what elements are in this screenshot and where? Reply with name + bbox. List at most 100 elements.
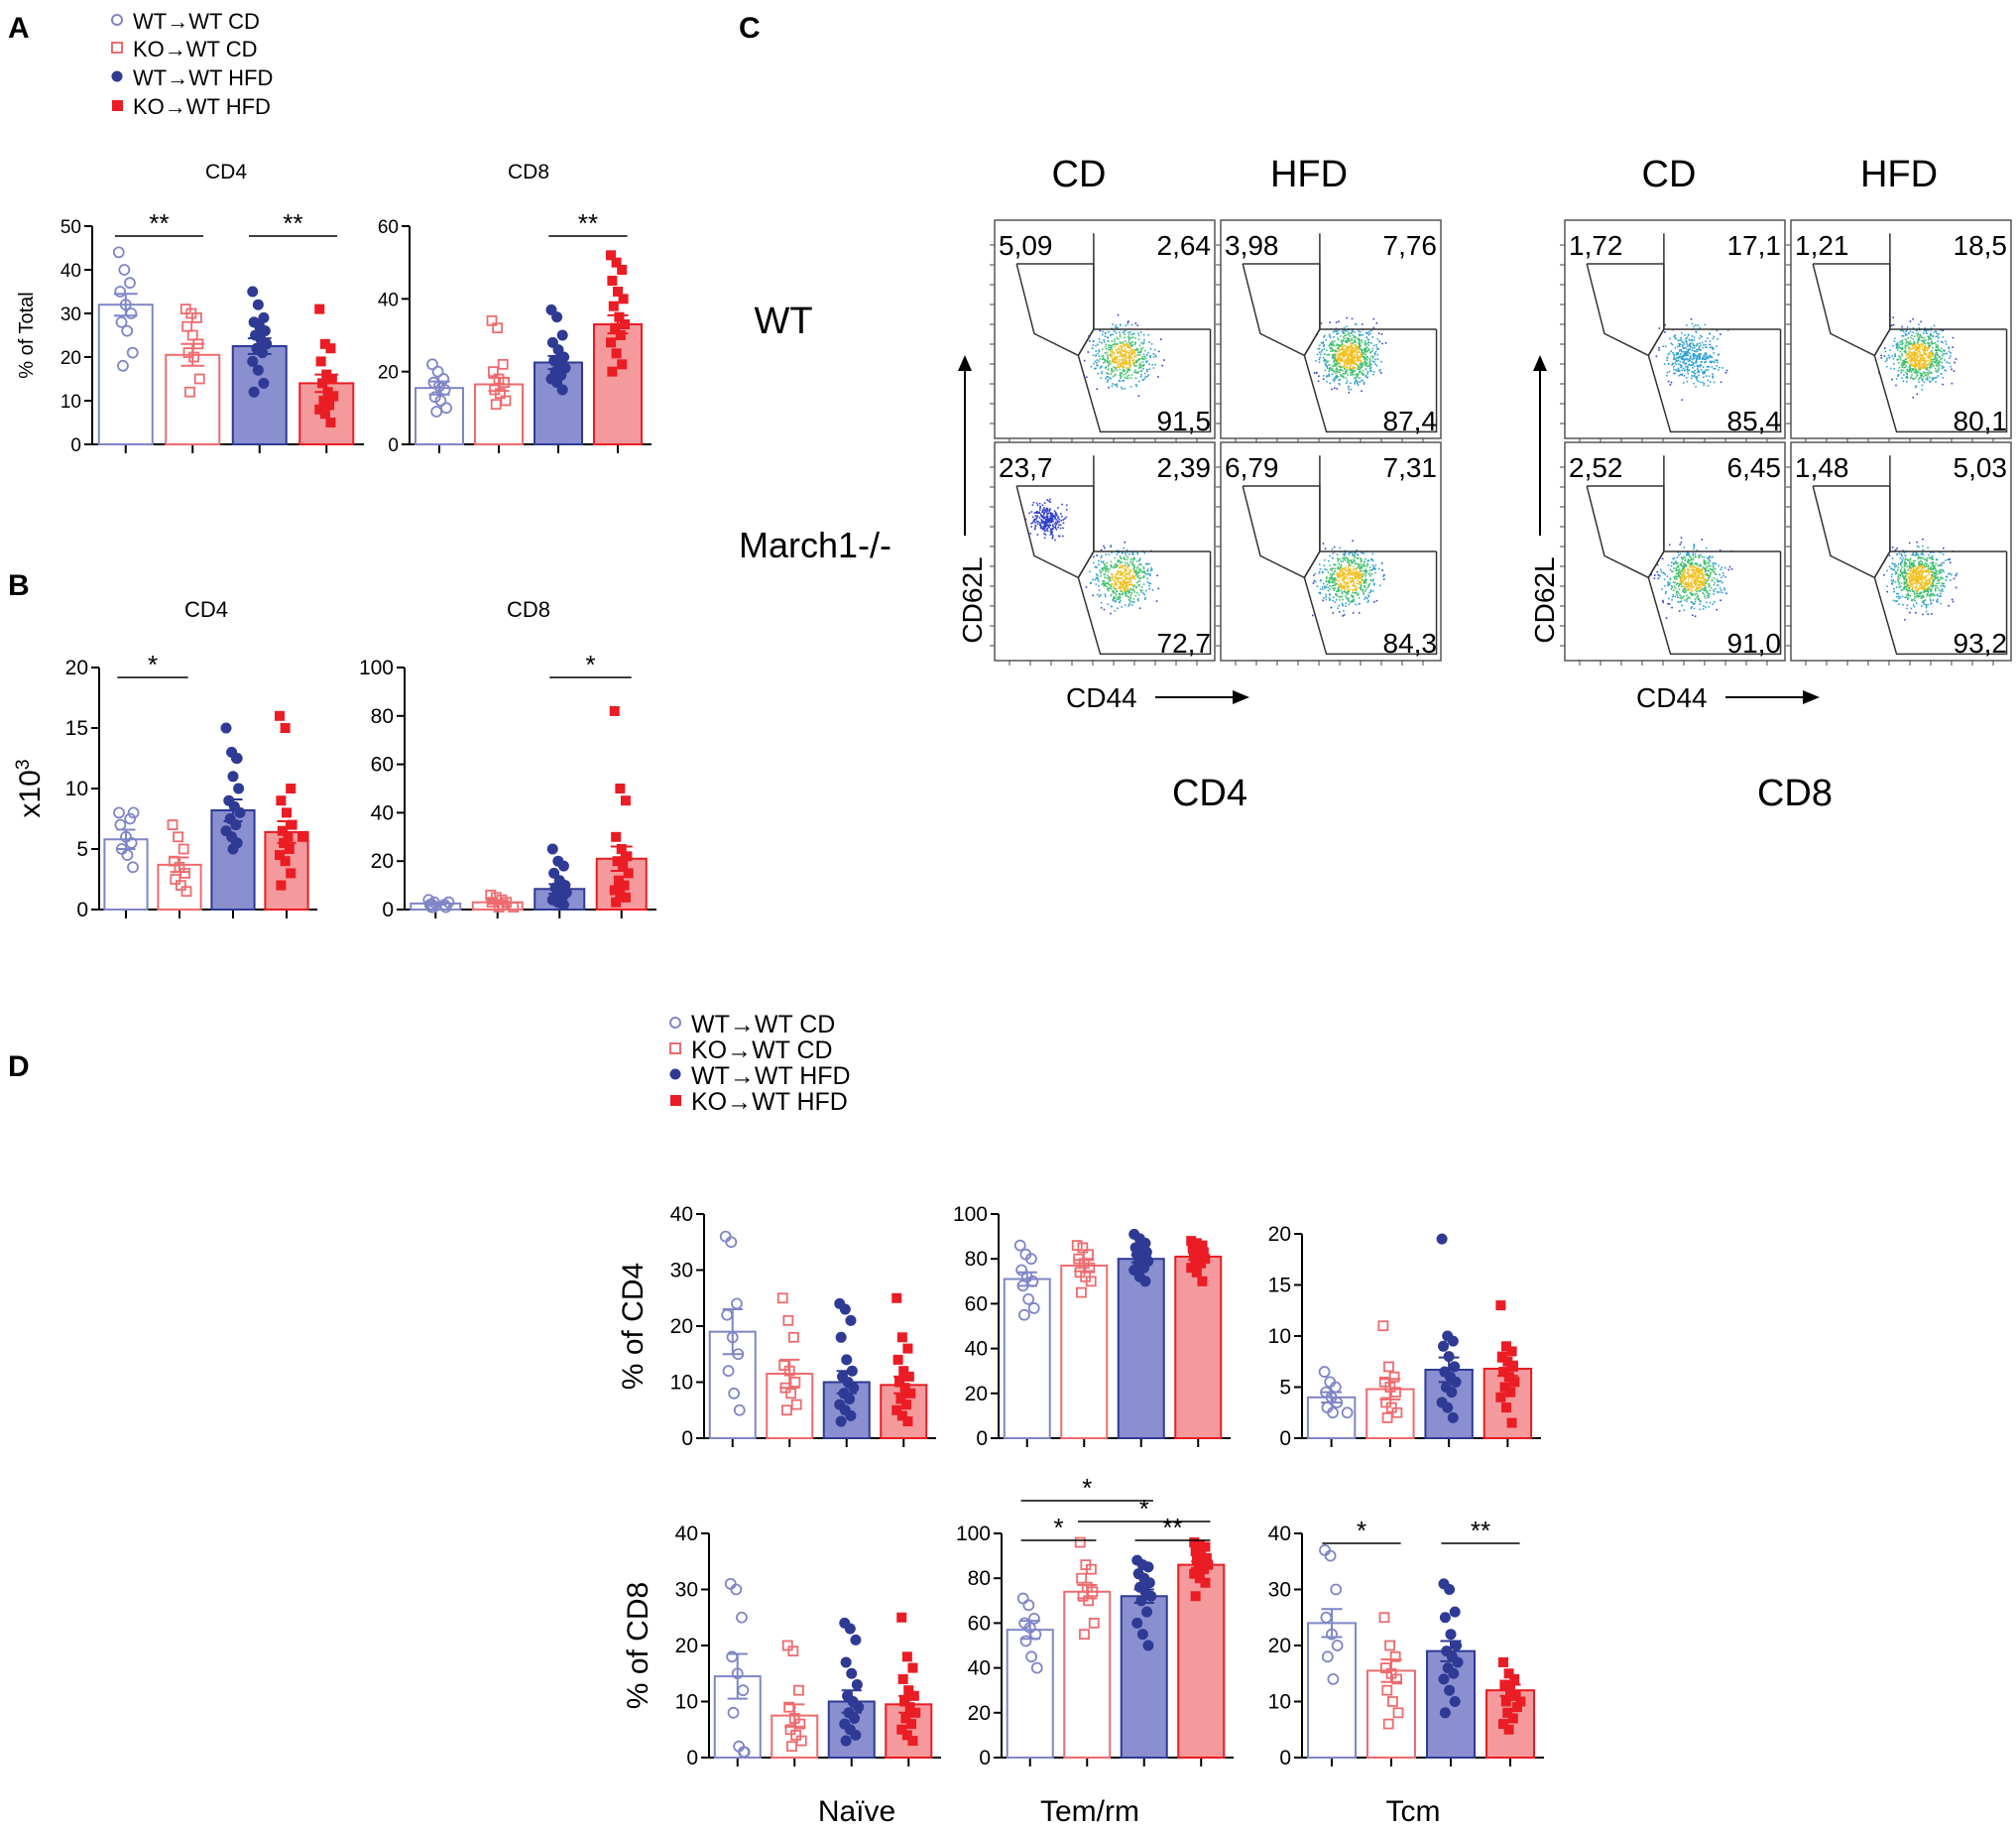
flow-event-dot: [1146, 370, 1148, 372]
flow-event-dot: [1352, 330, 1354, 333]
flow-event-dot: [1125, 584, 1127, 587]
flow-event-dot: [1342, 353, 1345, 356]
flow-event-dot: [1333, 387, 1336, 390]
flow-event-dot: [1933, 342, 1935, 345]
flow-event-dot: [1044, 525, 1047, 528]
flow-event-dot: [1905, 330, 1907, 333]
flow-event-dot: [1046, 518, 1049, 521]
flow-event-dot: [1676, 357, 1678, 359]
flow-event-dot: [1102, 567, 1105, 569]
flow-event-dot: [1325, 359, 1327, 361]
flow-event-dot: [1102, 330, 1104, 333]
flow-event-dot: [1352, 580, 1354, 582]
flow-event-dot: [1365, 570, 1368, 572]
flow-event-dot: [1950, 365, 1953, 368]
flow-event-dot: [1940, 340, 1943, 343]
flow-event-dot: [1908, 368, 1911, 371]
flow-event-dot: [1360, 582, 1362, 585]
flow-event-dot: [1935, 351, 1938, 354]
flow-event-dot: [1683, 350, 1685, 353]
flow-event-dot: [1360, 354, 1363, 356]
flow-event-dot: [1350, 342, 1353, 345]
flow-event-dot: [1352, 365, 1355, 368]
flow-event-dot: [1717, 359, 1719, 361]
flow-event-dot: [1050, 529, 1052, 531]
flow-event-dot: [1354, 336, 1356, 338]
flow-event-dot: [1342, 585, 1345, 587]
flow-event-dot: [1932, 377, 1935, 379]
flow-event-dot: [1367, 600, 1369, 602]
flow-event-dot: [1038, 522, 1041, 524]
flow-event-dot: [1096, 359, 1099, 361]
data-point: [1449, 1606, 1461, 1618]
data-point: [1503, 1668, 1514, 1679]
flow-event-dot: [1370, 573, 1373, 575]
flow-event-dot: [1891, 324, 1893, 326]
flow-event-dot: [1338, 365, 1341, 368]
flow-event-dot: [1109, 344, 1111, 347]
flow-event-dot: [1127, 351, 1128, 353]
flow-event-dot: [1144, 562, 1147, 565]
data-point: [1329, 1381, 1342, 1394]
flow-event-dot: [1119, 341, 1122, 344]
flow-event-dot: [1116, 357, 1119, 359]
flow-event-dot: [1057, 535, 1060, 538]
flow-event-dot: [1138, 357, 1140, 360]
flow-event-dot: [1054, 524, 1057, 527]
flow-event-dot: [1911, 344, 1914, 346]
data-point: [906, 1719, 917, 1730]
flow-event-dot: [1342, 604, 1344, 607]
flow-event-dot: [1358, 356, 1361, 358]
flow-event-dot: [1353, 598, 1356, 601]
flow-event-dot: [1095, 577, 1098, 579]
y-tick-label: 0: [1279, 1427, 1291, 1450]
flow-event-dot: [1110, 579, 1113, 582]
flow-event-dot: [1915, 349, 1918, 352]
flow-event-dot: [1683, 346, 1686, 349]
flow-event-dot: [1705, 340, 1707, 342]
flow-event-dot: [1127, 322, 1129, 325]
flow-event-dot: [1901, 353, 1903, 355]
flow-event-dot: [1341, 352, 1344, 354]
flow-event-dot: [1110, 545, 1113, 548]
flow-event-dot: [1336, 572, 1339, 574]
flow-event-dot: [1913, 357, 1915, 359]
data-point: [1194, 1539, 1205, 1550]
flow-event-dot: [1101, 583, 1104, 585]
flow-event-dot: [1048, 509, 1050, 512]
flow-event-dot: [1329, 598, 1332, 601]
flow-event-dot: [1689, 356, 1692, 358]
flow-event-dot: [1359, 572, 1361, 575]
flow-event-dot: [1337, 369, 1339, 371]
flow-event-dot: [1364, 351, 1366, 353]
flow-event-dot: [1940, 373, 1943, 375]
flow-event-dot: [1119, 566, 1121, 569]
flow-event-dot: [1109, 362, 1112, 365]
flow-event-dot: [1362, 333, 1364, 336]
flow-event-dot: [1904, 347, 1907, 350]
flow-event-dot: [1364, 570, 1365, 573]
flow-event-dot: [1900, 369, 1903, 372]
flow-event-dot: [1092, 344, 1095, 346]
y-tick-label: 10: [1268, 1325, 1291, 1348]
flow-event-dot: [1357, 384, 1360, 386]
flow-event-dot: [1142, 357, 1144, 360]
flow-event-dot: [1691, 338, 1694, 341]
flow-event-dot: [1115, 562, 1117, 565]
flow-event-dot: [1354, 355, 1357, 358]
flow-event-dot: [1148, 573, 1151, 575]
flow-event-dot: [1918, 337, 1920, 339]
flow-event-dot: [1677, 551, 1680, 553]
data-point: [795, 1735, 807, 1747]
flow-event-dot: [1329, 588, 1331, 590]
flow-event-dot: [1051, 513, 1054, 515]
flow-event-dot: [1093, 367, 1096, 370]
flow-event-dot: [1138, 364, 1141, 366]
flow-event-dot: [1118, 361, 1121, 363]
flow-event-dot: [1664, 323, 1667, 326]
flow-event-dot: [1703, 355, 1705, 357]
flow-event-dot: [1935, 343, 1938, 346]
flow-event-dot: [1120, 359, 1123, 361]
flow-event-dot: [1129, 561, 1131, 563]
flow-event-dot: [1094, 565, 1097, 568]
